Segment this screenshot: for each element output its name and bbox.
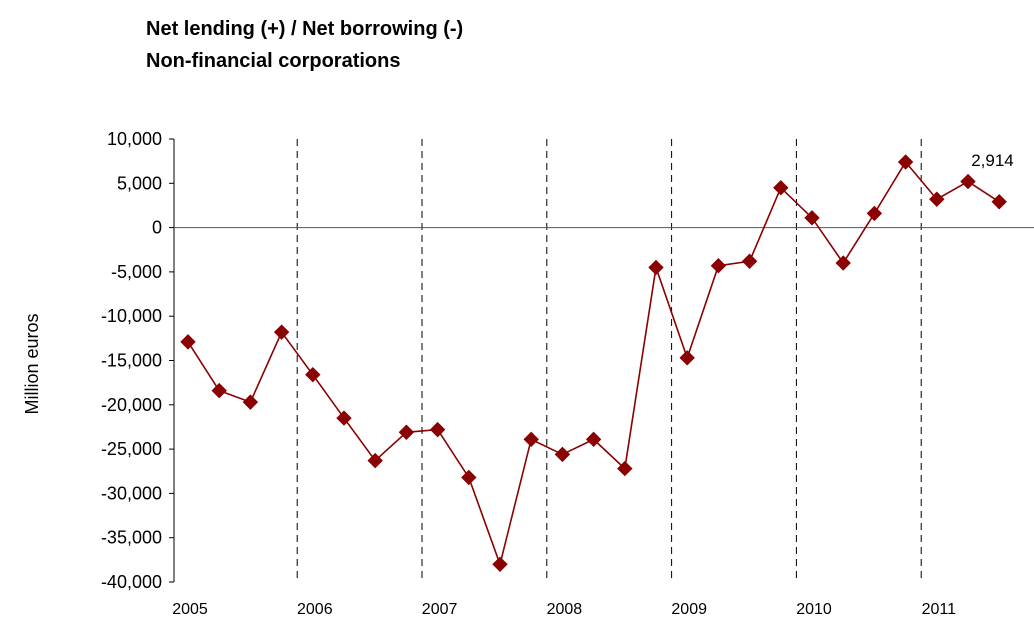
data-point xyxy=(617,460,633,477)
data-point xyxy=(180,334,196,350)
series-line xyxy=(187,160,1000,568)
data-point xyxy=(242,394,259,410)
data-point xyxy=(492,556,508,572)
data-point xyxy=(523,431,539,448)
data-point xyxy=(679,350,695,366)
data-point xyxy=(835,255,851,271)
y-tick-label: -25,000 xyxy=(101,439,162,459)
x-axis-ticks: 2005 2006 2007 2008 2009 2010 2011 xyxy=(172,601,956,618)
x-tick-label: 2010 xyxy=(796,601,832,618)
x-tick-label: 2008 xyxy=(547,601,583,618)
y-tick-label: -40,000 xyxy=(101,572,162,592)
data-point xyxy=(554,446,571,463)
data-point xyxy=(866,205,883,222)
y-axis-label: Million euros xyxy=(22,313,42,414)
y-tick-label: 0 xyxy=(152,218,162,238)
data-point xyxy=(710,257,727,274)
data-point xyxy=(429,421,446,438)
x-tick-label: 2006 xyxy=(297,601,333,618)
data-point xyxy=(461,469,477,486)
y-tick-label: -15,000 xyxy=(101,351,162,371)
y-tick-label: 10,000 xyxy=(107,129,162,149)
data-point xyxy=(648,259,664,276)
y-tick-label: -30,000 xyxy=(101,483,162,503)
data-point xyxy=(773,180,789,196)
data-point xyxy=(273,324,290,340)
data-point xyxy=(929,191,945,207)
data-point xyxy=(367,452,383,469)
y-axis-ticks: 10,000 5,000 0 -5,000 -10,000 -15,000 -20,000 -… xyxy=(101,129,174,592)
chart-title: Net lending (+) / Net borrowing (-) xyxy=(146,18,464,40)
data-point xyxy=(960,173,976,190)
chart-subtitle: Non-financial corporations xyxy=(146,50,401,72)
data-point xyxy=(804,210,820,226)
data-point xyxy=(585,431,602,448)
data-point xyxy=(897,154,914,170)
series-net-lending: 2,914 xyxy=(180,151,1014,572)
y-tick-label: -5,000 xyxy=(111,262,162,282)
data-point xyxy=(211,382,227,399)
data-point xyxy=(991,194,1007,210)
data-point xyxy=(398,424,415,440)
x-tick-label: 2009 xyxy=(671,601,707,618)
y-tick-label: -35,000 xyxy=(101,528,162,548)
y-tick-label: -20,000 xyxy=(101,395,162,415)
year-separators xyxy=(296,139,922,582)
data-point xyxy=(741,253,758,269)
y-tick-label: 5,000 xyxy=(117,173,162,193)
x-tick-label: 2011 xyxy=(922,601,957,618)
y-tick-label: -10,000 xyxy=(101,306,162,326)
data-label-last: 2,914 xyxy=(971,151,1014,170)
x-tick-label: 2007 xyxy=(422,601,458,618)
x-tick-label: 2005 xyxy=(172,601,208,618)
data-point xyxy=(336,410,352,426)
data-point xyxy=(305,366,321,383)
